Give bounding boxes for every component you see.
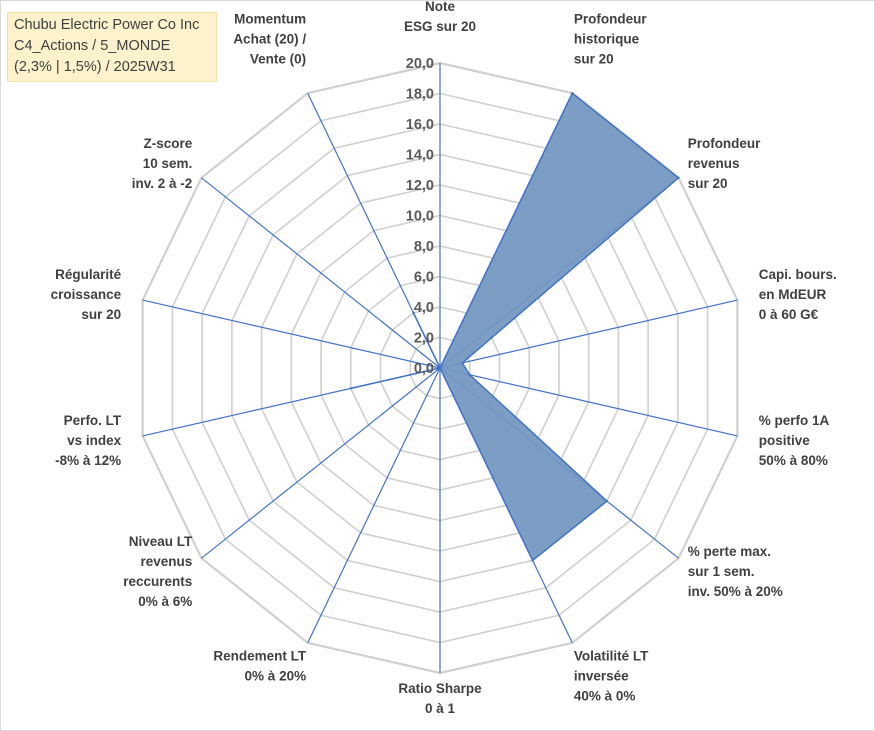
axis-spoke (201, 177, 441, 369)
chart-title-line-3: (2,3% | 1,5%) / 2025W31 (14, 59, 176, 75)
series-point (349, 387, 352, 390)
axis-label-line: ESG sur 20 (404, 19, 476, 34)
axis-label: Volatilité LT inversée 40% à 0% (574, 649, 649, 704)
chart-title-line-1: Chubu Electric Power Co Inc (14, 17, 200, 33)
axis-label-line: Niveau LT (129, 534, 193, 549)
chart-title-box: Chubu Electric Power Co Inc C4_Actions /… (7, 12, 217, 82)
tick-label: 4,0 (414, 300, 434, 316)
axis-label: Profondeur revenus sur 20 (688, 136, 761, 191)
tick-label: 18,0 (406, 87, 434, 103)
axis-spoke (439, 367, 738, 437)
axis-label-line: sur 20 (688, 176, 728, 191)
axis-label-line: Volatilité LT (574, 649, 649, 664)
tick-label: 14,0 (406, 148, 434, 164)
axis-label-line: en MdEUR (759, 287, 827, 302)
tick-label: 6,0 (414, 270, 434, 286)
tick-layer: 0,0 2,0 4,0 6,0 8,0 10,0 12,0 14,0 16,0 18,0 20,0 (406, 56, 434, 377)
tick-label: 20,0 (406, 56, 434, 72)
axis-label-line: Régularité (55, 267, 122, 282)
axis-label: Régularité croissance sur 20 (51, 267, 122, 322)
axis-label-line: historique (574, 31, 640, 46)
axis-label-line: 0 à 1 (425, 701, 456, 716)
series-point (677, 176, 680, 179)
axis-label-line: Perfo. LT (64, 413, 122, 428)
tick-label: 12,0 (406, 178, 434, 194)
axis-label: Momentum Achat (20) / Vente (0) (233, 11, 306, 66)
axis-spoke (307, 367, 441, 644)
axis-label-line: Capi. bours. (759, 267, 837, 282)
axis-label-line: 40% à 0% (574, 689, 636, 704)
axis-label: Ratio Sharpe 0 à 1 (398, 681, 482, 716)
axis-label-line: revenus (688, 156, 740, 171)
axis-label-line: Vente (0) (250, 51, 306, 66)
axis-label-line: % perfo 1A (759, 413, 830, 428)
axis-label-line: sur 20 (81, 307, 121, 322)
axis-label-line: 0 à 60 G€ (759, 307, 819, 322)
axis-label-line: 0% à 20% (245, 669, 307, 684)
axis-label-line: Profondeur (574, 11, 647, 26)
axis-label-line: reccurents (123, 574, 192, 589)
series-point (531, 559, 534, 562)
axis-label-line: 0% à 6% (138, 594, 192, 609)
axis-label-line: % perte max. (688, 544, 771, 559)
tick-label: 10,0 (406, 209, 434, 225)
axis-label-line: 50% à 80% (759, 453, 828, 468)
series-point (412, 311, 415, 315)
axis-label-line: croissance (51, 287, 122, 302)
axis-label-line: vs index (67, 433, 122, 448)
series-point (468, 373, 471, 376)
axis-spoke (142, 299, 441, 369)
axis-label-line: inv. 2 à -2 (132, 176, 193, 191)
series-point (461, 361, 464, 365)
axis-spoke (439, 299, 738, 369)
series-area (350, 92, 680, 562)
series-point (605, 499, 609, 503)
series-point (438, 366, 442, 370)
axis-label: % perfo 1A positive 50% à 80% (759, 413, 830, 468)
axis-label: Rendement LT 0% à 20% (213, 649, 307, 684)
axis-label-line: positive (759, 433, 811, 448)
axis-spoke (201, 367, 441, 559)
axis-label-line: Achat (20) / (233, 31, 306, 46)
axis-label-line: Profondeur (688, 136, 761, 151)
axis-label-line: Momentum (234, 11, 306, 26)
axis-label-line: Rendement LT (213, 649, 307, 664)
axis-label-layer: Note ESG sur 20 Profondeur historique sur 20… (51, 1, 837, 716)
axis-label-line: -8% à 12% (55, 453, 121, 468)
axis-label: Z-score 10 sem. inv. 2 à -2 (132, 136, 193, 191)
axis-label-line: sur 20 (574, 51, 614, 66)
tick-label: 8,0 (414, 239, 434, 255)
axis-label-line: Ratio Sharpe (398, 681, 482, 696)
axis-label: % perte max. sur 1 sem. inv. 50% à 20% (688, 544, 783, 599)
axis-label: Niveau LT revenus reccurents 0% à 6% (123, 534, 193, 609)
axis-label-line: 10 sem. (143, 156, 193, 171)
axis-label-line: revenus (141, 554, 193, 569)
axis-label: Profondeur historique sur 20 (574, 11, 647, 66)
axis-label-line: Note (425, 1, 455, 14)
series-point (571, 92, 574, 95)
axis-label-line: Z-score (144, 136, 193, 151)
axis-label: Capi. bours. en MdEUR 0 à 60 G€ (759, 267, 837, 322)
axis-label: Perfo. LT vs index -8% à 12% (55, 413, 122, 468)
series-layer (349, 92, 680, 562)
axis-label-line: inv. 50% à 20% (688, 584, 783, 599)
chart-title-line-2: C4_Actions / 5_MONDE (14, 38, 171, 54)
axis-label: Note ESG sur 20 (404, 1, 476, 34)
tick-label: 16,0 (406, 117, 434, 133)
axis-label-line: inversée (574, 669, 629, 684)
axis-label-line: sur 1 sem. (688, 564, 755, 579)
tick-label: 2,0 (414, 331, 434, 347)
tick-label: 0,0 (414, 361, 434, 377)
